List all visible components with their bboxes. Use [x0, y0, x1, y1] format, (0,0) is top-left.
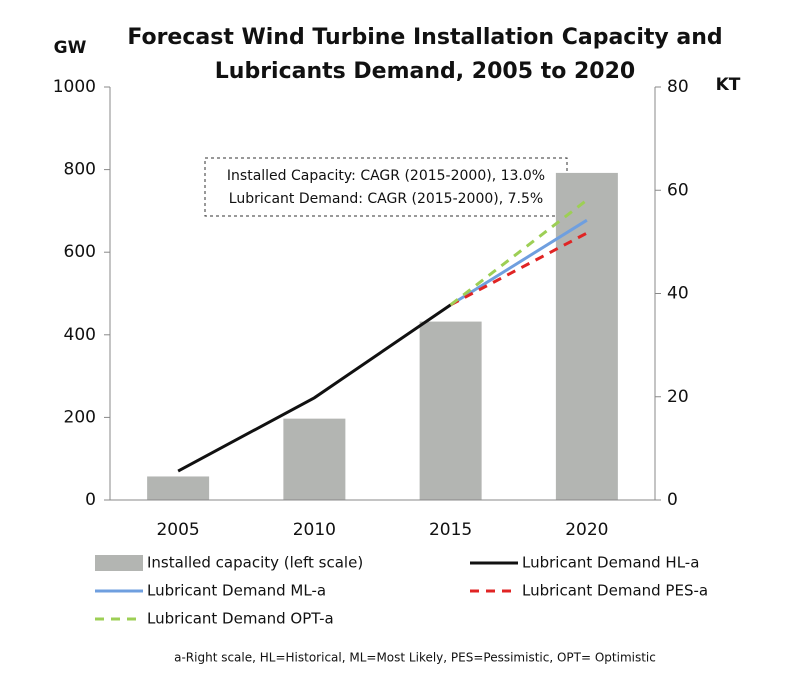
bar [147, 476, 210, 500]
line [177, 303, 452, 473]
annotation-box [204, 157, 568, 217]
y2-axis-label: KT [716, 75, 741, 95]
bar [283, 418, 346, 500]
line [449, 198, 588, 307]
annotation: Lubricant Demand: CAGR (2015-2000), 7.5% [229, 191, 543, 207]
legend-swatch [95, 555, 143, 571]
bar [555, 172, 618, 501]
y-tick-label: 200 [64, 407, 96, 427]
legend-label: Lubricant Demand ML-a [147, 582, 326, 600]
footnote: a-Right scale, HL=Historical, ML=Most Li… [174, 651, 656, 665]
y2-tick-label: 0 [667, 490, 678, 510]
line [449, 231, 588, 307]
y2-tick-label: 40 [667, 284, 689, 304]
x-tick-label: 2015 [429, 520, 472, 540]
y-tick-label: 1000 [53, 77, 96, 97]
x-tick-label: 2020 [565, 520, 608, 540]
legend-label: Installed capacity (left scale) [147, 554, 363, 572]
y-tick-label: 600 [64, 242, 96, 262]
legend-label: Lubricant Demand PES-a [522, 582, 708, 600]
y-tick-label: 400 [64, 325, 96, 345]
y2-tick-label: 20 [667, 387, 689, 407]
bar [419, 321, 482, 500]
bars [147, 172, 618, 501]
y2-tick-label: 60 [667, 180, 689, 200]
lines [177, 198, 588, 473]
line [449, 218, 588, 307]
chart-title: Forecast Wind Turbine Installation Capac… [127, 25, 722, 50]
y-axis-label: GW [54, 38, 87, 58]
legend-label: Lubricant Demand OPT-a [147, 610, 334, 628]
chart-title: Lubricants Demand, 2005 to 2020 [215, 59, 635, 84]
y-tick-label: 0 [85, 490, 96, 510]
annotation: Installed Capacity: CAGR (2015-2000), 13… [227, 168, 545, 184]
x-tick-label: 2010 [293, 520, 336, 540]
y2-tick-label: 80 [667, 77, 689, 97]
x-tick-label: 2005 [156, 520, 199, 540]
legend-label: Lubricant Demand HL-a [522, 554, 699, 572]
y-tick-label: 800 [64, 160, 96, 180]
